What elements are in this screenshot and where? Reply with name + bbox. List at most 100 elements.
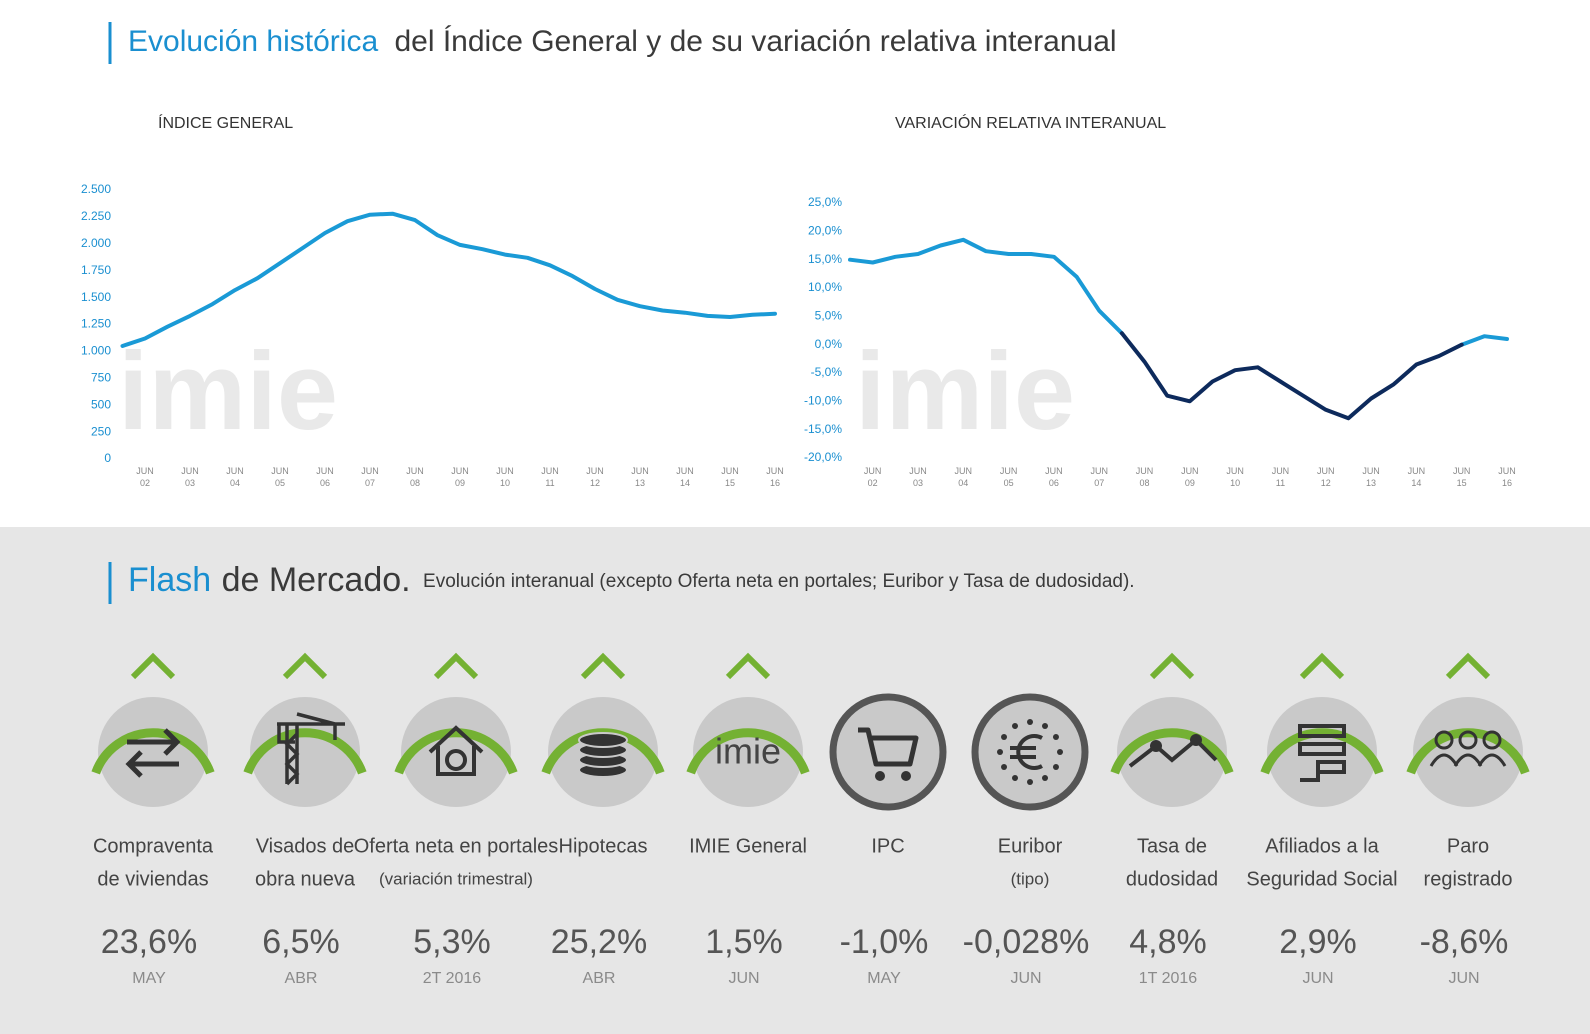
icon	[1458, 730, 1478, 750]
icon	[1453, 753, 1483, 767]
x-tick-label: JUN 16	[1498, 466, 1516, 488]
icon	[1128, 737, 1218, 768]
item-label: Hipotecas	[559, 835, 648, 857]
icon	[1012, 774, 1018, 781]
y-tick-label: 2.500	[81, 182, 111, 196]
x-tick-label: JUN 04	[955, 466, 973, 488]
x-tick-label: JUN 09	[1181, 466, 1199, 488]
trend-arrow	[130, 652, 176, 680]
x-tick-label: JUN 15	[721, 466, 739, 488]
y-tick-label: -5,0%	[811, 365, 843, 379]
trend-arrow	[725, 652, 771, 680]
x-tick-label: JUN 02	[864, 466, 882, 488]
item-period: 2T 2016	[423, 970, 482, 987]
icon	[125, 728, 181, 778]
flash-subtitle: Evolución interanual (excepto Oferta net…	[423, 571, 1135, 592]
x-tick-label: JUN 12	[586, 466, 604, 488]
trend-arc	[686, 728, 810, 775]
x-tick-label: JUN 03	[909, 466, 927, 488]
icon-group	[578, 732, 628, 778]
x-tick-label: JUN 07	[361, 466, 379, 488]
x-tick-label: JUN 16	[766, 466, 784, 488]
item-label: registrado	[1424, 868, 1513, 890]
x-tick-label: JUN 10	[1226, 466, 1244, 488]
icon	[1190, 734, 1202, 746]
x-tick-label: JUN 08	[406, 466, 424, 488]
item-period: ABR	[583, 970, 616, 987]
item-label: dudosidad	[1126, 868, 1218, 890]
icon	[1042, 723, 1048, 730]
icon	[1429, 753, 1459, 767]
item-period: ABR	[285, 970, 318, 987]
icon	[1434, 730, 1454, 750]
icon-group	[1298, 724, 1346, 782]
icon	[1482, 730, 1502, 750]
x-tick-label: JUN 03	[181, 466, 199, 488]
data-line	[848, 237, 1124, 336]
y-tick-label: 2.000	[81, 236, 111, 250]
x-tick-label: JUN 13	[1362, 466, 1380, 488]
item-label: Seguridad Social	[1246, 868, 1397, 890]
item-period: MAY	[132, 970, 166, 987]
icon	[1052, 734, 1059, 740]
item-value: 23,6%	[101, 923, 197, 961]
icon	[1052, 764, 1059, 770]
item-value: 2,9%	[1279, 923, 1357, 961]
y-tick-label: 1.750	[81, 263, 111, 277]
trend-arrow	[433, 652, 479, 680]
x-tick-label: JUN 09	[451, 466, 469, 488]
watermark: imie	[118, 330, 338, 453]
icon	[445, 749, 467, 771]
icon-group	[277, 712, 345, 786]
icon-group	[858, 727, 919, 781]
x-tick-label: JUN 10	[496, 466, 514, 488]
icon	[1001, 764, 1008, 770]
icon-group	[428, 725, 484, 776]
icon	[1001, 734, 1008, 740]
item-period: JUN	[728, 970, 759, 987]
icon-group	[1429, 730, 1507, 767]
x-tick-label: JUN 14	[676, 466, 694, 488]
item-label: Euribor	[998, 835, 1063, 857]
page-title: Evolución histórica del Índice General y…	[128, 25, 1117, 58]
icon-group	[1128, 734, 1218, 768]
icon	[875, 771, 885, 781]
chart-title: ÍNDICE GENERAL	[158, 113, 293, 132]
item-label: obra nueva	[255, 868, 356, 890]
icon	[1477, 753, 1507, 767]
y-tick-label: 25,0%	[808, 195, 842, 209]
y-tick-label: 1.000	[81, 344, 111, 358]
item-period: JUN	[1010, 970, 1041, 987]
x-tick-label: JUN 07	[1090, 466, 1108, 488]
y-tick-label: 750	[91, 370, 111, 384]
item-value: -8,6%	[1420, 923, 1509, 961]
icon-circle	[1413, 697, 1523, 807]
trend-arrow	[1149, 652, 1195, 680]
icon	[1027, 779, 1033, 785]
y-tick-label: 10,0%	[808, 280, 842, 294]
x-tick-label: JUN 05	[1000, 466, 1018, 488]
title-highlight: Evolución histórica	[128, 25, 378, 58]
item-period: JUN	[1302, 970, 1333, 987]
y-tick-label: -15,0%	[804, 422, 842, 436]
x-tick-label: JUN 13	[631, 466, 649, 488]
x-tick-label: JUN 08	[1136, 466, 1154, 488]
data-line	[120, 211, 777, 348]
item-label: de viviendas	[97, 868, 208, 890]
x-tick-label: JUN 04	[226, 466, 244, 488]
item-label: Compraventa	[93, 835, 214, 857]
trend-arc	[394, 728, 518, 775]
icon-group	[997, 719, 1063, 785]
icon	[1057, 749, 1063, 755]
icon	[1012, 723, 1018, 730]
y-tick-label: 1.500	[81, 290, 111, 304]
trend-arrow	[1299, 652, 1345, 680]
x-tick-label: JUN 02	[136, 466, 154, 488]
x-tick-label: JUN 05	[271, 466, 289, 488]
item-label: Paro	[1447, 835, 1489, 857]
trend-arc	[1260, 728, 1384, 775]
flash-highlight: Flash	[128, 561, 211, 599]
item-value: 25,2%	[551, 923, 647, 961]
icon	[428, 725, 484, 776]
